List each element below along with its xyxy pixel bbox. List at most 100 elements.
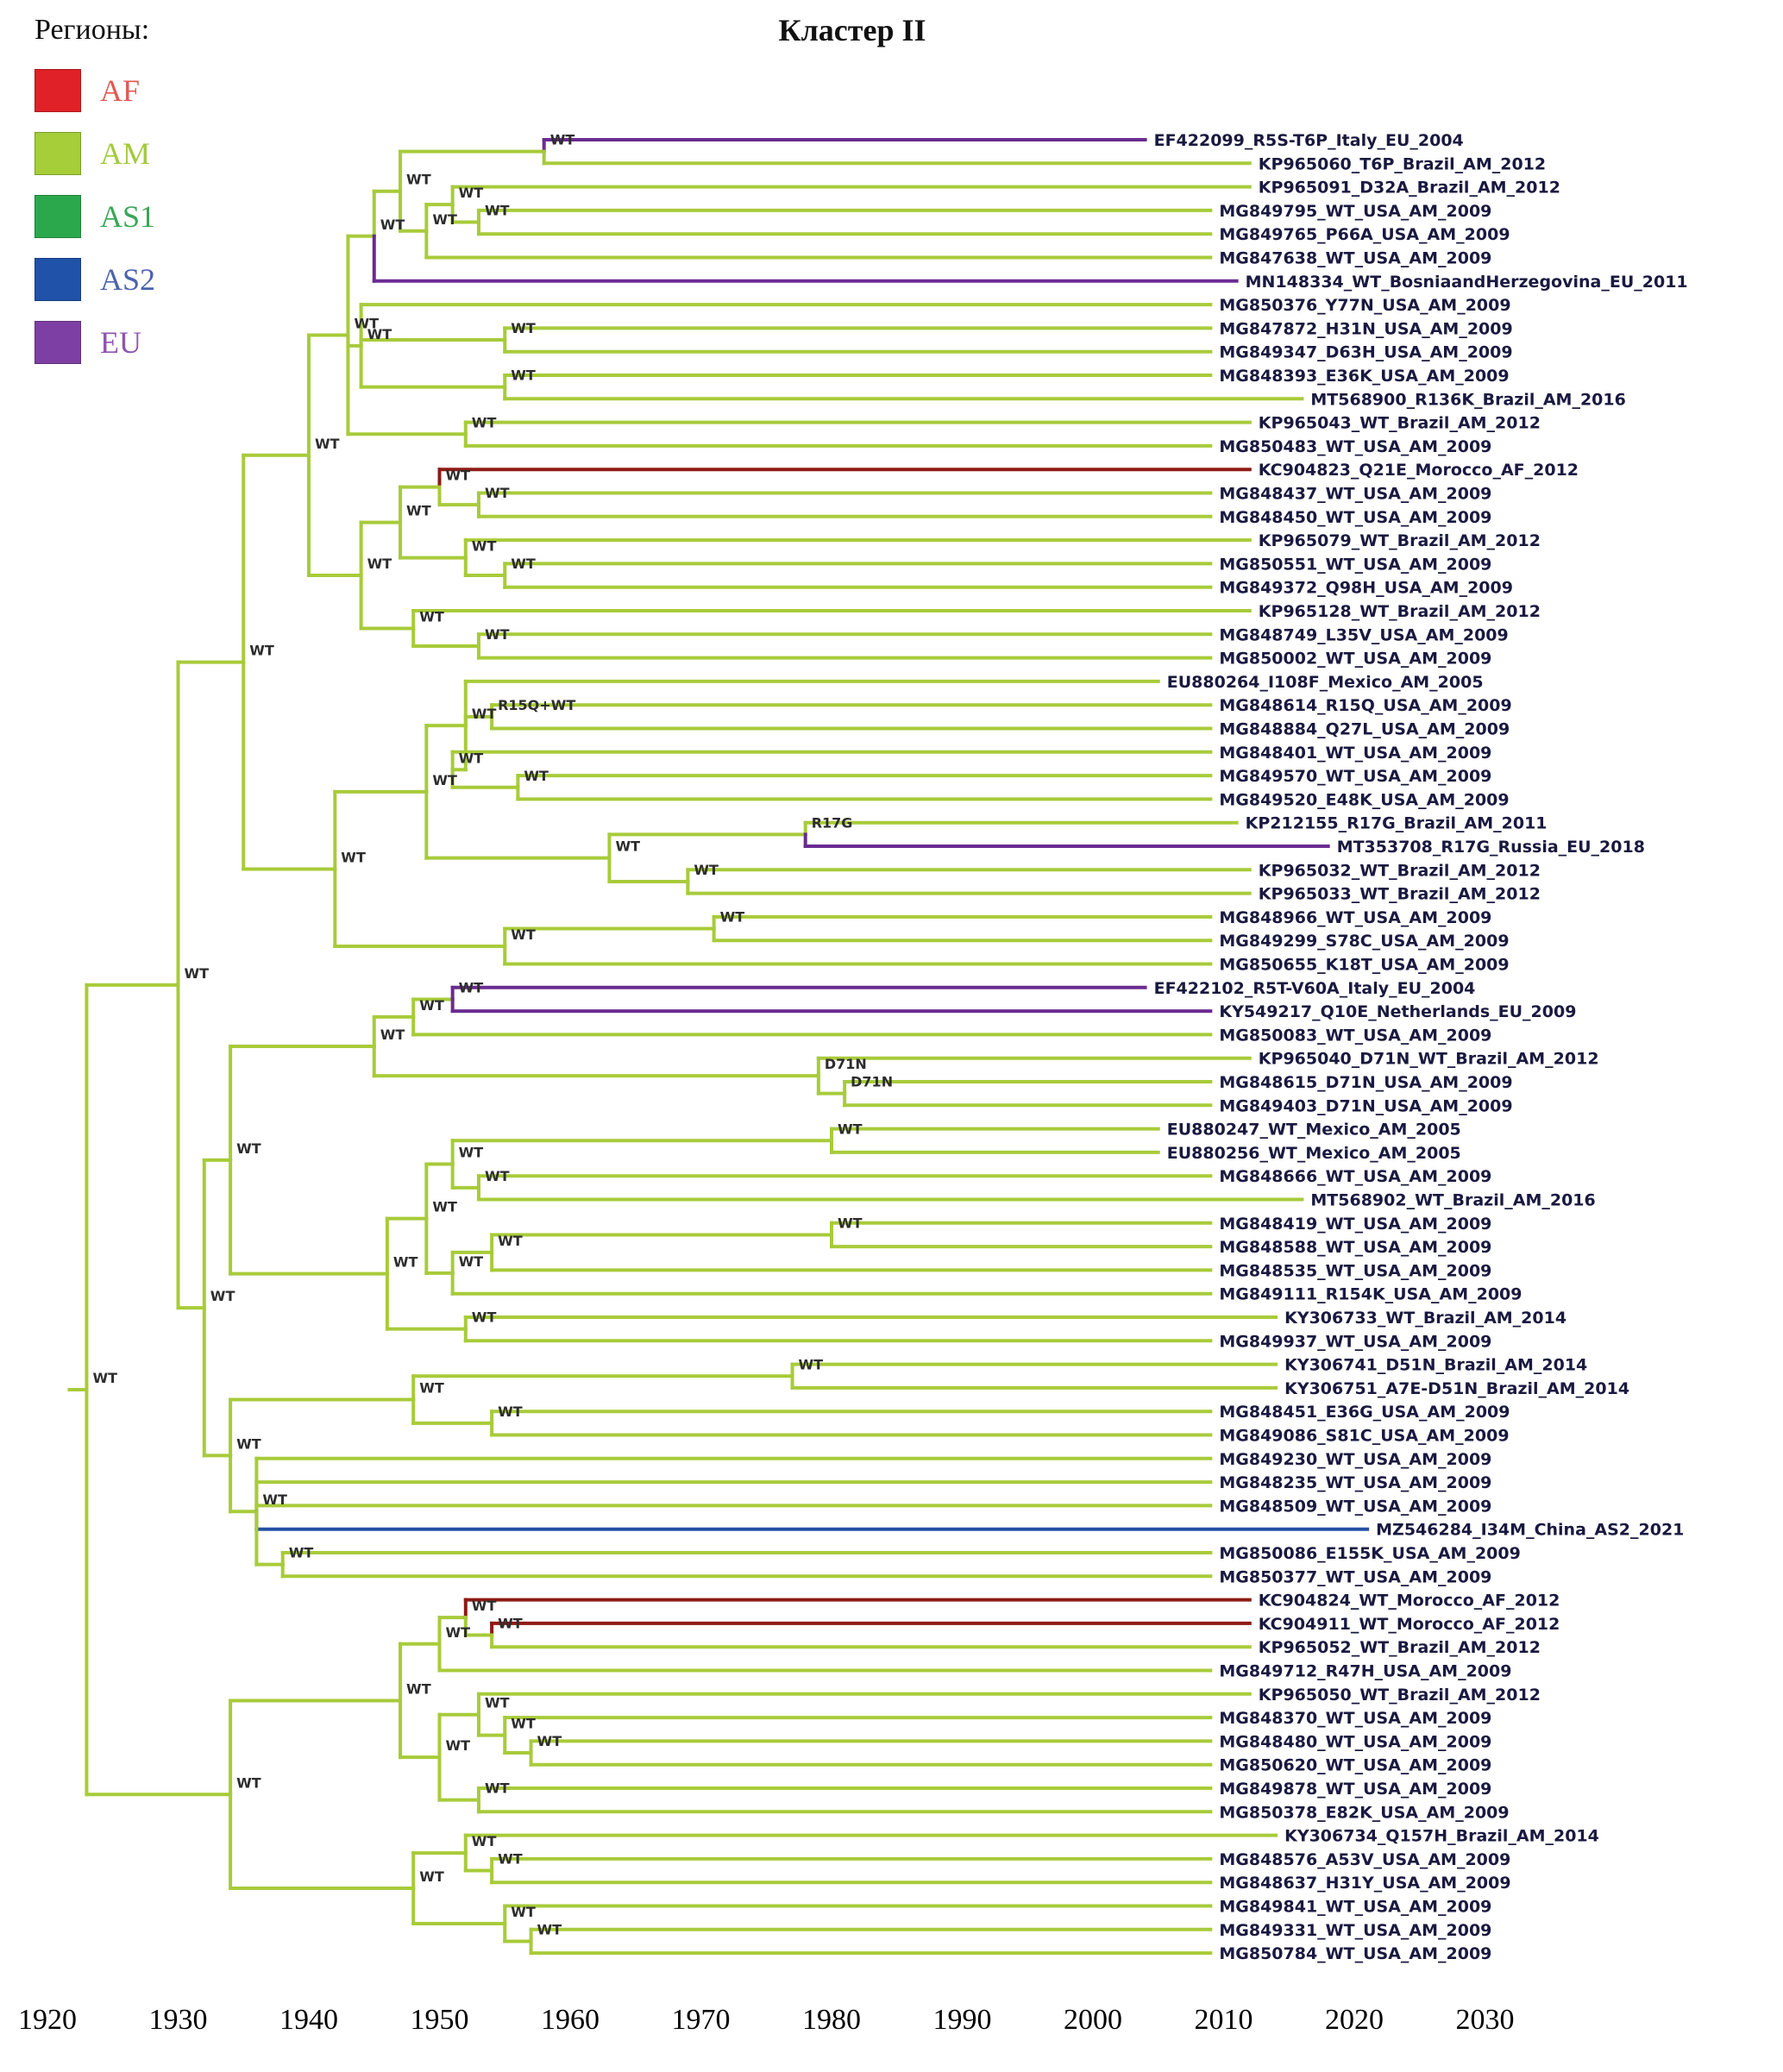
axis-tick-label: 1970 [672, 2004, 731, 2036]
node-label: D71N [825, 1056, 867, 1072]
legend-title: Регионы: [35, 14, 150, 46]
taxon-label: MT568900_R136K_Brazil_AM_2016 [1310, 390, 1625, 409]
legend-item-am: AM [35, 132, 155, 175]
legend-label-am: AM [100, 136, 151, 171]
node-label: WT [380, 217, 405, 233]
node-label: WT [838, 1215, 863, 1231]
node-label: WT [511, 320, 536, 336]
node-label: WT [185, 965, 210, 982]
node-label: WT [380, 1027, 405, 1043]
axis-tick-label: 2010 [1195, 2004, 1253, 2036]
taxon-label: MN148334_WT_BosniaandHerzegovina_EU_2011 [1246, 273, 1688, 292]
node-label: WT [485, 1695, 510, 1711]
taxon-label: KP965050_WT_Brazil_AM_2012 [1259, 1686, 1541, 1705]
taxon-label: MG848588_WT_USA_AM_2009 [1219, 1238, 1491, 1257]
node-label: WT [511, 1904, 536, 1920]
node-label: WT [472, 414, 497, 430]
node-label: WT [419, 1868, 444, 1885]
node-label: WT [315, 436, 340, 452]
node-label: WT [485, 1168, 510, 1184]
taxon-label: KP965043_WT_Brazil_AM_2012 [1259, 414, 1541, 433]
taxon-label: MG850002_WT_USA_AM_2009 [1219, 650, 1491, 669]
legend-item-as2: AS2 [35, 258, 155, 301]
taxon-label: MG848615_D71N_USA_AM_2009 [1219, 1073, 1512, 1092]
taxon-label: MG849372_Q98H_USA_AM_2009 [1219, 579, 1513, 598]
taxon-label: MG848480_WT_USA_AM_2009 [1219, 1732, 1491, 1751]
taxon-label: MZ546284_I34M_China_AS2_2021 [1376, 1521, 1684, 1540]
legend-item-eu: EU [35, 321, 155, 364]
taxon-label: MG848370_WT_USA_AM_2009 [1219, 1709, 1491, 1728]
taxon-label: MG848576_A53V_USA_AM_2009 [1219, 1850, 1510, 1869]
taxon-label: KY306733_WT_Brazil_AM_2014 [1284, 1309, 1566, 1328]
am-color-swatch [35, 132, 81, 175]
node-label: WT [459, 750, 484, 766]
node-label: WT [472, 706, 497, 722]
node-label: WT [498, 1403, 523, 1420]
taxon-label: MG849403_D71N_USA_AM_2009 [1219, 1096, 1512, 1115]
node-label: WT [406, 1680, 431, 1697]
node-label: WT [459, 1145, 484, 1161]
taxon-label: MG849299_S78C_USA_AM_2009 [1219, 932, 1509, 951]
node-label: WT [485, 203, 510, 219]
taxon-label: MG849841_WT_USA_AM_2009 [1219, 1898, 1491, 1917]
taxon-label: KP212155_R17G_Brazil_AM_2011 [1246, 814, 1548, 833]
taxon-label: MG848509_WT_USA_AM_2009 [1219, 1497, 1491, 1516]
node-label: WT [472, 1833, 497, 1849]
node-label: WT [419, 608, 444, 625]
node-label: R17G [812, 814, 853, 831]
node-label: D71N [851, 1074, 893, 1090]
node-label: WT [459, 185, 484, 201]
taxon-label: MG848419_WT_USA_AM_2009 [1219, 1215, 1491, 1234]
taxon-label: EU880256_WT_Mexico_AM_2005 [1167, 1144, 1461, 1163]
node-label: WT [498, 1233, 523, 1249]
node-label: WT [406, 503, 431, 519]
taxon-label: MG849765_P66A_USA_AM_2009 [1219, 225, 1510, 244]
legend-label-eu: EU [100, 325, 141, 360]
axis-tick-label: 2020 [1325, 2004, 1384, 2036]
node-label: WT [485, 1780, 510, 1797]
taxon-label: EF422102_R5T-V60A_Italy_EU_2004 [1154, 979, 1476, 998]
taxon-label: MG848666_WT_USA_AM_2009 [1219, 1167, 1491, 1186]
taxon-label: MG848966_WT_USA_AM_2009 [1219, 908, 1491, 927]
node-label: WT [354, 316, 379, 332]
node-label: WT [419, 1380, 444, 1397]
taxon-label: MG850784_WT_USA_AM_2009 [1219, 1944, 1491, 1963]
taxon-label: MG850483_WT_USA_AM_2009 [1219, 437, 1491, 456]
taxon-label: MG848535_WT_USA_AM_2009 [1219, 1261, 1491, 1280]
node-label: WT [485, 485, 510, 501]
taxon-label: MG849570_WT_USA_AM_2009 [1219, 767, 1491, 786]
taxon-label: MG849086_S81C_USA_AM_2009 [1219, 1427, 1509, 1446]
node-label: WT [459, 979, 484, 995]
axis-tick-label: 1980 [802, 2004, 861, 2036]
node-label: WT [615, 838, 640, 855]
taxon-label: MG849331_WT_USA_AM_2009 [1219, 1921, 1491, 1940]
taxon-label: KP965052_WT_Brazil_AM_2012 [1259, 1638, 1541, 1657]
axis-tick-label: 1930 [149, 2004, 208, 2036]
figure-title: Кластер II [778, 13, 926, 47]
taxon-label: MG850086_E155K_USA_AM_2009 [1219, 1544, 1521, 1563]
node-label: WT [249, 643, 274, 659]
node-label: WT [472, 538, 497, 555]
taxon-label: KC904823_Q21E_Morocco_AF_2012 [1259, 461, 1579, 480]
taxon-label: MG848235_WT_USA_AM_2009 [1219, 1473, 1491, 1492]
node-label: WT [524, 768, 549, 784]
taxon-label: MG850378_E82K_USA_AM_2009 [1219, 1803, 1509, 1822]
legend-label-as2: AS2 [100, 262, 156, 297]
region-legend: Регионы: AF AM AS1 AS2 EU [35, 14, 155, 384]
taxon-label: KC904911_WT_Morocco_AF_2012 [1259, 1615, 1560, 1634]
af-color-swatch [35, 69, 81, 112]
node-label: WT [472, 1309, 497, 1326]
taxon-label: KY306741_D51N_Brazil_AM_2014 [1284, 1356, 1587, 1375]
taxon-label: MG850620_WT_USA_AM_2009 [1219, 1756, 1491, 1775]
node-label: WT [419, 997, 444, 1014]
taxon-label: MG850083_WT_USA_AM_2009 [1219, 1026, 1491, 1045]
taxon-label: MG849520_E48K_USA_AM_2009 [1219, 790, 1509, 809]
node-label: WT [511, 556, 536, 572]
axis-tick-label: 1940 [279, 2004, 338, 2036]
node-label: WT [498, 1616, 523, 1632]
node-label: WT [446, 468, 471, 484]
node-label: WT [367, 326, 392, 342]
eu-color-swatch [35, 321, 81, 364]
taxon-label: MT568902_WT_Brazil_AM_2016 [1310, 1191, 1595, 1210]
